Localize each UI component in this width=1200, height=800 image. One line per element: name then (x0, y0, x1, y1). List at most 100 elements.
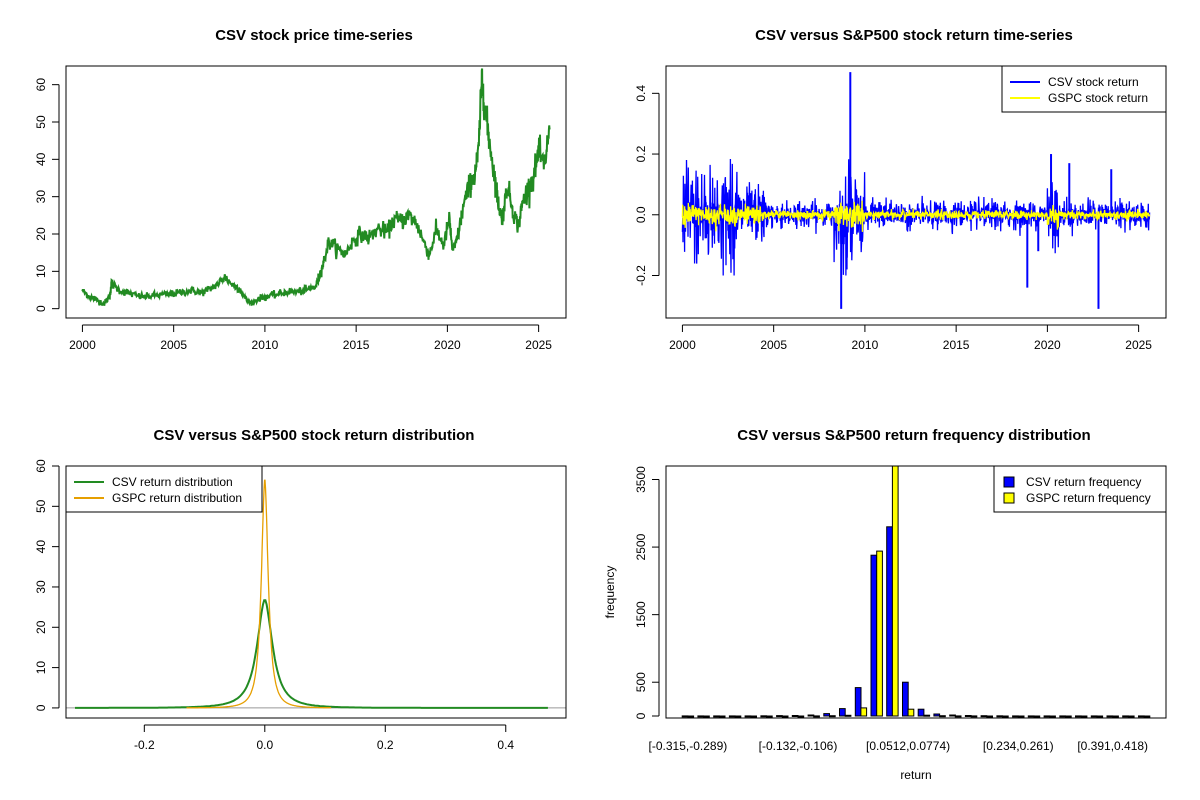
gspc-frequency-bar (954, 715, 962, 718)
x-tick-label: 0.4 (497, 738, 514, 752)
plot-frame (65, 465, 567, 719)
legend-label: CSV stock return (1048, 75, 1139, 89)
gspc-frequency-bar (1017, 715, 1025, 718)
frequency-distribution-panel: CSV versus S&P500 return frequency distr… (603, 427, 1167, 782)
gspc-frequency-bar (1002, 715, 1009, 718)
csv-frequency-bar (728, 715, 736, 718)
legend-label: GSPC return distribution (112, 491, 242, 505)
csv-frequency-bar (902, 681, 909, 717)
gspc-frequency-bar (734, 715, 742, 718)
plot-frame (665, 65, 1167, 319)
x-tick-label: 0.2 (377, 738, 394, 752)
y-tick-label: 60 (34, 78, 48, 92)
x-tick-label: 2000 (69, 338, 96, 352)
gspc-return-line (681, 200, 1151, 232)
legend-box (993, 465, 1167, 513)
gspc-frequency-bar (1033, 715, 1041, 718)
gspc-frequency-bar (687, 715, 695, 718)
y-tick-label: 60 (34, 459, 48, 473)
y-tick-label: 30 (34, 580, 48, 594)
x-tick-label: 2005 (160, 338, 187, 352)
gspc-frequency-bar (781, 715, 789, 718)
x-tick-label: 2020 (434, 338, 461, 352)
csv-frequency-bar (917, 708, 925, 717)
y-tick-label: 20 (34, 227, 48, 241)
x-tick-label: 2015 (943, 338, 970, 352)
x-tick-label: [0.0512,0.0774) (866, 739, 950, 753)
gspc-frequency-bar (1065, 715, 1072, 718)
x-tick-label: 0.0 (256, 738, 273, 752)
csv-frequency-bar (744, 715, 752, 718)
y-tick-label: 40 (34, 152, 48, 166)
y-tick-label: 3500 (634, 466, 648, 493)
legend-swatch (1003, 476, 1015, 488)
csv-frequency-bar (949, 714, 956, 717)
x-tick-label: [0.234,0.261) (983, 739, 1054, 753)
csv-frequency-bar (854, 687, 862, 717)
x-axis-label: return (900, 768, 931, 782)
legend-swatch (1003, 492, 1015, 504)
y-tick-label: 1500 (634, 601, 648, 628)
csv-frequency-bar (870, 554, 878, 717)
csv-frequency-bar (839, 708, 846, 717)
csv-frequency-bar (807, 714, 815, 717)
x-tick-label: 2010 (852, 338, 879, 352)
x-tick-label: 2010 (252, 338, 279, 352)
csv-frequency-bar (964, 715, 972, 717)
y-tick-label: 50 (34, 115, 48, 129)
gspc-frequency-bar (797, 715, 805, 718)
y-tick-label: 0 (34, 305, 48, 312)
y-tick-label: 2500 (634, 533, 648, 560)
y-tick-label: 0.0 (634, 206, 648, 223)
return-distribution-panel: CSV versus S&P500 stock return distribut… (34, 427, 567, 752)
x-tick-label: [0.391,0.418) (1077, 739, 1148, 753)
x-tick-label: 2025 (525, 338, 552, 352)
gspc-frequency-bar (1127, 715, 1135, 718)
csv-frequency-bar (697, 715, 705, 718)
legend-label: CSV return distribution (112, 475, 233, 489)
x-tick-label: [-0.315,-0.289) (649, 739, 728, 753)
return-timeseries-title: CSV versus S&P500 stock return time-seri… (755, 27, 1073, 44)
csv-frequency-bar (1075, 715, 1082, 718)
price-chart-title: CSV stock price time-series (215, 27, 413, 44)
gspc-frequency-bar (1080, 715, 1088, 718)
gspc-density-line (186, 479, 332, 709)
gspc-frequency-bar (1096, 715, 1104, 718)
csv-frequency-bar (1138, 715, 1145, 718)
csv-frequency-bar (933, 713, 941, 717)
gspc-frequency-bar (844, 714, 852, 717)
x-tick-label: 2025 (1125, 338, 1152, 352)
gspc-frequency-bar (907, 708, 915, 717)
y-tick-label: 20 (34, 620, 48, 634)
gspc-frequency-bar (813, 715, 820, 718)
gspc-frequency-bar (703, 715, 710, 718)
gspc-frequency-bar (829, 715, 836, 718)
gspc-frequency-bar (939, 715, 946, 718)
csv-frequency-bar (776, 715, 783, 718)
y-tick-label: 500 (634, 672, 648, 692)
csv-frequency-bar (980, 715, 988, 718)
plot-frame (65, 65, 567, 319)
x-tick-label: 2005 (760, 338, 787, 352)
csv-frequency-bar (1106, 715, 1114, 718)
y-tick-label: 50 (34, 499, 48, 513)
price-series-line (81, 68, 551, 307)
y-tick-label: 40 (34, 540, 48, 554)
legend-box (65, 465, 263, 513)
y-tick-label: 10 (34, 264, 48, 278)
csv-frequency-bar (1090, 715, 1098, 718)
y-tick-label: 0 (34, 704, 48, 711)
csv-frequency-bar (886, 526, 893, 717)
csv-frequency-bar (1122, 715, 1129, 718)
csv-density-line (75, 599, 548, 709)
y-tick-label: 10 (34, 661, 48, 675)
price-chart-panel: CSV stock price time-series 2000 2005 2010… (34, 27, 567, 352)
csv-frequency-bar (681, 715, 689, 718)
legend-box (1001, 65, 1167, 113)
csv-frequency-bar (823, 713, 830, 717)
csv-frequency-bar (760, 715, 768, 718)
x-tick-label: 2020 (1034, 338, 1061, 352)
return-distribution-title: CSV versus S&P500 stock return distribut… (154, 427, 475, 444)
y-axis-label: frequency (603, 566, 617, 619)
gspc-frequency-bar (876, 550, 883, 717)
